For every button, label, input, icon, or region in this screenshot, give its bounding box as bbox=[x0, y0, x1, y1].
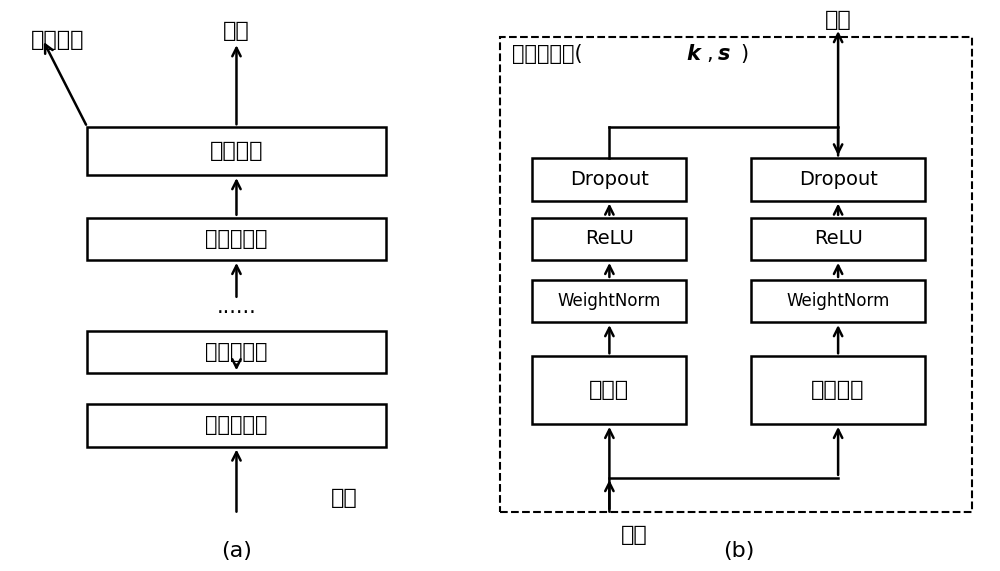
Bar bbox=[87, 218, 386, 260]
Text: 压缩特征: 压缩特征 bbox=[31, 30, 84, 50]
Text: 步长卷积块: 步长卷积块 bbox=[205, 229, 268, 249]
Text: 输出: 输出 bbox=[223, 21, 250, 41]
Text: 步长卷积块(: 步长卷积块( bbox=[512, 43, 583, 64]
Text: ReLU: ReLU bbox=[814, 230, 863, 248]
Text: WeightNorm: WeightNorm bbox=[786, 292, 890, 310]
Text: 输入: 输入 bbox=[331, 488, 358, 508]
Text: Dropout: Dropout bbox=[570, 170, 649, 189]
Text: 步长卷积: 步长卷积 bbox=[811, 380, 865, 400]
Bar bbox=[532, 218, 686, 260]
Text: 全卷积: 全卷积 bbox=[589, 380, 629, 400]
Text: (a): (a) bbox=[221, 541, 252, 561]
Text: 输入: 输入 bbox=[621, 525, 648, 545]
Bar bbox=[751, 158, 925, 200]
Text: ): ) bbox=[741, 43, 749, 64]
Bar bbox=[87, 331, 386, 373]
Text: ,: , bbox=[706, 43, 712, 64]
Bar bbox=[751, 356, 925, 424]
Bar bbox=[500, 37, 972, 512]
Text: 步长卷积块: 步长卷积块 bbox=[205, 342, 268, 362]
Text: 全连接层: 全连接层 bbox=[210, 141, 263, 161]
Text: (b): (b) bbox=[723, 541, 754, 561]
Text: Dropout: Dropout bbox=[799, 170, 878, 189]
Text: ReLU: ReLU bbox=[585, 230, 634, 248]
Text: WeightNorm: WeightNorm bbox=[558, 292, 661, 310]
Bar bbox=[532, 280, 686, 322]
Text: 输出: 输出 bbox=[825, 10, 851, 30]
Text: 步长卷积块: 步长卷积块 bbox=[205, 416, 268, 436]
Bar bbox=[87, 404, 386, 447]
Bar bbox=[87, 127, 386, 175]
Bar bbox=[532, 158, 686, 200]
Bar bbox=[532, 356, 686, 424]
Text: k: k bbox=[686, 43, 700, 64]
Text: s: s bbox=[718, 43, 730, 64]
Text: ......: ...... bbox=[217, 297, 256, 317]
Bar bbox=[751, 280, 925, 322]
Bar bbox=[751, 218, 925, 260]
